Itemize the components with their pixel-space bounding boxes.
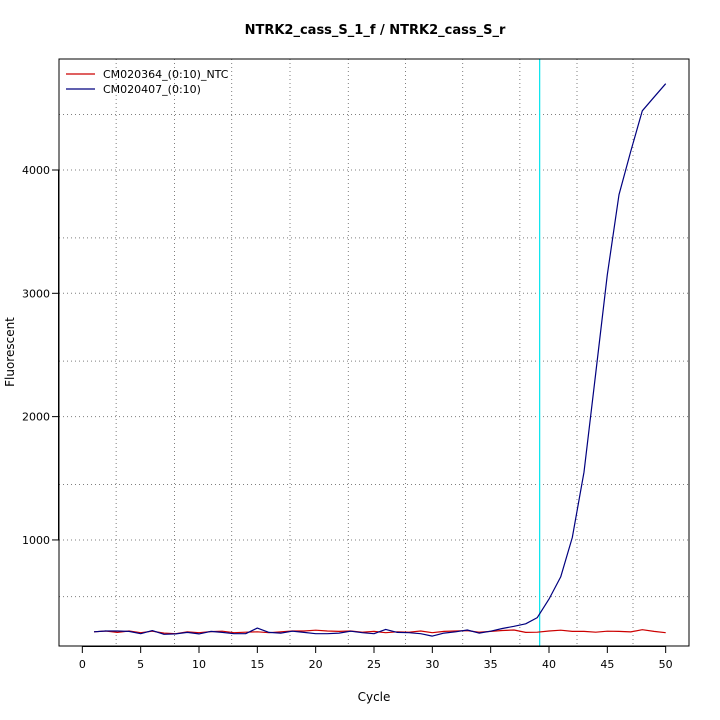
x-tick-label: 35 (484, 658, 498, 671)
x-tick-label: 15 (250, 658, 264, 671)
x-tick-label: 0 (79, 658, 86, 671)
y-tick-label: 2000 (22, 411, 50, 424)
chart-title: NTRK2_cass_S_1_f / NTRK2_cass_S_r (245, 23, 506, 38)
x-tick-label: 25 (367, 658, 381, 671)
y-tick-label: 3000 (22, 287, 50, 300)
y-axis-label: Fluorescent (3, 317, 17, 387)
y-axis: 1000 2000 3000 4000 (22, 164, 59, 547)
legend-label-1: CM020364_(0:10)_NTC (103, 68, 229, 81)
x-tick-label: 5 (137, 658, 144, 671)
x-tick-label: 40 (542, 658, 556, 671)
x-tick-label: 45 (600, 658, 614, 671)
y-tick-label: 4000 (22, 164, 50, 177)
y-tick-label: 1000 (22, 534, 50, 547)
series-layer (93, 83, 667, 637)
x-tick-label: 20 (309, 658, 323, 671)
x-axis-label: Cycle (358, 690, 391, 704)
legend-label-2: CM020407_(0:10) (103, 83, 201, 96)
legend: CM020364_(0:10)_NTC CM020407_(0:10) (66, 68, 229, 96)
series-line-2 (93, 83, 667, 637)
grid-lines (59, 59, 689, 646)
x-tick-label: 10 (192, 658, 206, 671)
x-tick-label: 50 (659, 658, 673, 671)
x-axis: 0 5 10 15 20 25 30 35 40 45 50 (79, 646, 673, 671)
x-tick-label: 30 (425, 658, 439, 671)
